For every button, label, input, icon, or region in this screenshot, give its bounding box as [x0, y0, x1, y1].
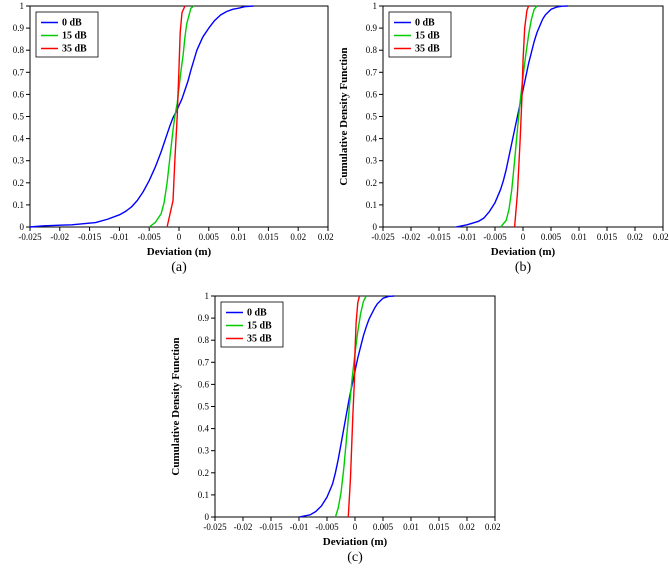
xtick-label: 0.015	[597, 232, 618, 242]
ytick-label: 0.2	[198, 468, 209, 478]
xtick-label: 0.02	[627, 232, 643, 242]
ytick-label: 1	[205, 291, 210, 301]
xtick-label: -0.005	[315, 522, 339, 532]
ytick-label: 0.3	[13, 156, 25, 166]
panel-b: -0.025 -0.02 -0.015 -0.01 -0.005 0 0.005 0.01 0.…	[335, 0, 669, 275]
legend-label: 35 dB	[415, 44, 440, 55]
panel-c: -0.025 -0.02 -0.015 -0.01 -0.005 0 0.005 0.01 0.…	[167, 290, 501, 565]
legend-label: 35 dB	[62, 44, 87, 55]
xtick-label: 0.005	[541, 232, 562, 242]
series-15 dB	[501, 6, 537, 227]
xtick-label: -0.01	[458, 232, 477, 242]
xtick-label: -0.02	[50, 232, 69, 242]
panel-caption: (b)	[515, 260, 532, 275]
ytick-label: 0.2	[13, 178, 24, 188]
xtick-label: -0.005	[483, 232, 507, 242]
legend-label: 15 dB	[415, 31, 440, 42]
ytick-label: 0.9	[198, 313, 210, 323]
ytick-label: 0.3	[366, 156, 378, 166]
ytick-label: 0.9	[13, 23, 25, 33]
xtick-label: -0.02	[402, 232, 421, 242]
ytick-label: 1	[373, 1, 378, 11]
xtick-label: 0.025	[653, 232, 669, 242]
xtick-label: 0	[177, 232, 182, 242]
ytick-label: 0.5	[366, 112, 378, 122]
xtick-label: -0.01	[110, 232, 129, 242]
legend-label: 35 dB	[247, 334, 272, 345]
xtick-label: -0.025	[371, 232, 395, 242]
ytick-label: 0.7	[366, 67, 378, 77]
xtick-label: 0.005	[199, 232, 220, 242]
ytick-label: 0.7	[13, 67, 25, 77]
ytick-label: 0	[373, 222, 378, 232]
ytick-label: 0.8	[13, 45, 25, 55]
ytick-label: 0.9	[366, 23, 378, 33]
xtick-label: -0.025	[18, 232, 42, 242]
ytick-label: 0.6	[366, 89, 378, 99]
xtick-label: 0.02	[459, 522, 475, 532]
ytick-label: 0.7	[198, 357, 210, 367]
panel-a: -0.025 -0.02 -0.015 -0.01 -0.005 0 0.005 0.01 0.…	[0, 0, 334, 275]
ytick-label: 1	[20, 1, 25, 11]
xtick-label: -0.01	[290, 522, 309, 532]
figure-grid: -0.025 -0.02 -0.015 -0.01 -0.005 0 0.005 0.01 0.…	[0, 0, 669, 588]
legend-label: 0 dB	[62, 18, 82, 29]
xtick-label: 0	[521, 232, 526, 242]
xtick-label: -0.015	[259, 522, 283, 532]
ytick-label: 0.1	[366, 200, 377, 210]
ytick-label: 0.3	[198, 446, 210, 456]
ytick-label: 0.6	[198, 379, 210, 389]
xtick-label: 0.01	[403, 522, 419, 532]
ylabel: Cumulative Density Function	[170, 337, 182, 475]
ytick-label: 0.1	[198, 490, 209, 500]
ytick-label: 0.6	[13, 89, 25, 99]
xtick-label: 0.01	[571, 232, 587, 242]
xtick-label: 0.015	[429, 522, 450, 532]
xtick-label: -0.025	[203, 522, 227, 532]
xtick-label: 0.01	[231, 232, 247, 242]
legend-label: 0 dB	[415, 18, 435, 29]
xtick-label: 0.025	[485, 522, 501, 532]
legend-label: 15 dB	[62, 31, 87, 42]
ytick-label: 0	[20, 222, 25, 232]
xtick-label: -0.005	[138, 232, 162, 242]
ytick-label: 0.5	[198, 402, 210, 412]
panel-caption: (c)	[347, 550, 363, 565]
ytick-label: 0.5	[13, 112, 25, 122]
ytick-label: 0.8	[366, 45, 378, 55]
series-0 dB	[299, 296, 394, 517]
chart-a: -0.025 -0.02 -0.015 -0.01 -0.005 0 0.005 0.01 0.…	[0, 0, 334, 275]
xlabel: Deviation (m)	[491, 246, 556, 258]
xtick-label: 0.025	[318, 232, 334, 242]
chart-c: -0.025 -0.02 -0.015 -0.01 -0.005 0 0.005 0.01 0.…	[167, 290, 501, 565]
ylabel: Cumulative Density Function	[338, 47, 350, 185]
series-15 dB	[149, 6, 194, 227]
xtick-label: 0.005	[373, 522, 394, 532]
xtick-label: -0.015	[78, 232, 102, 242]
ytick-label: 0.4	[13, 134, 25, 144]
xlabel: Deviation (m)	[323, 536, 388, 548]
legend-label: 0 dB	[247, 308, 267, 319]
ytick-label: 0.8	[198, 335, 210, 345]
ytick-label: 0	[205, 512, 210, 522]
xtick-label: -0.02	[234, 522, 253, 532]
ytick-label: 0.4	[366, 134, 378, 144]
xlabel: Deviation (m)	[147, 246, 212, 258]
ytick-label: 0.4	[198, 424, 210, 434]
chart-b: -0.025 -0.02 -0.015 -0.01 -0.005 0 0.005 0.01 0.…	[335, 0, 669, 275]
xtick-label: 0	[353, 522, 358, 532]
xtick-label: 0.02	[290, 232, 306, 242]
xtick-label: -0.015	[427, 232, 451, 242]
ytick-label: 0.1	[13, 200, 24, 210]
panel-caption: (a)	[171, 260, 187, 275]
series-35 dB	[167, 6, 185, 227]
ytick-label: 0.2	[366, 178, 377, 188]
xtick-label: 0.015	[258, 232, 279, 242]
legend-label: 15 dB	[247, 321, 272, 332]
